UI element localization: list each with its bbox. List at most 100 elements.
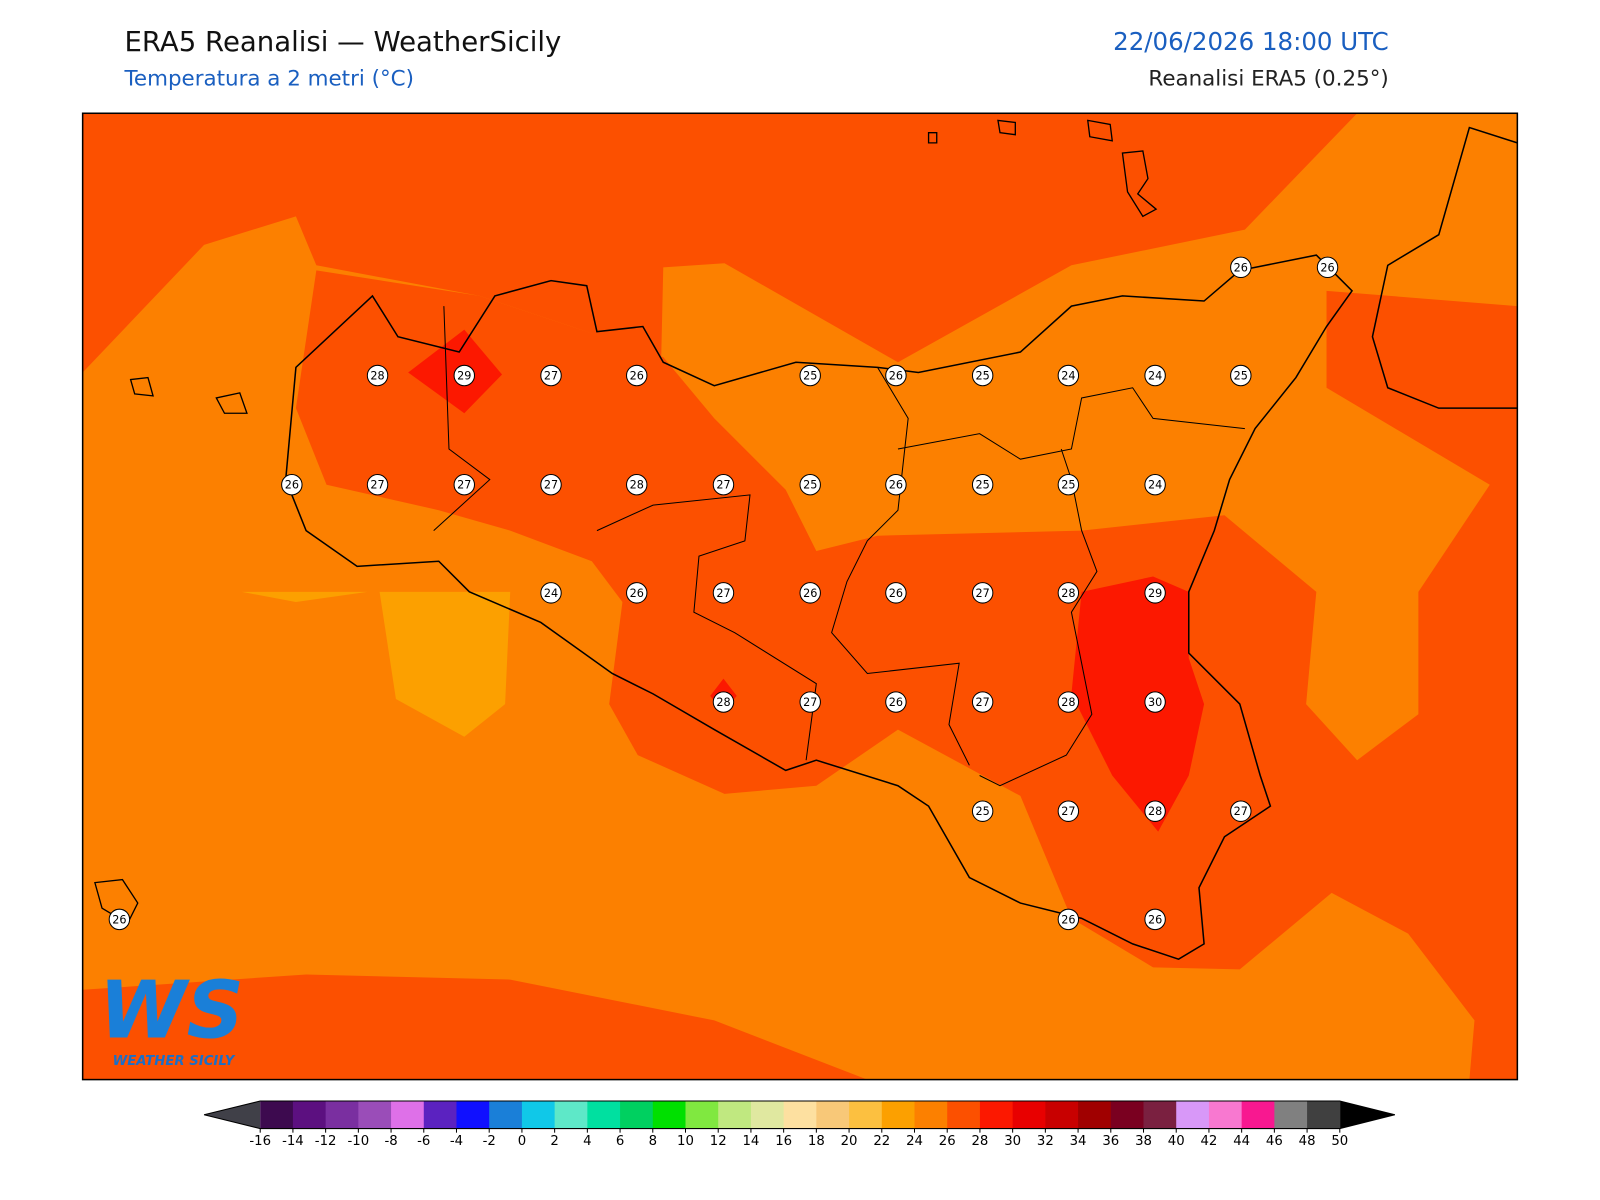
point-marker [281,473,303,496]
colorbar-swatch [358,1101,392,1129]
point-labels: 26 26 28 29 27 26 25 26 25 24 24 25 26 27 27 27 28 27 25 26… [108,256,1339,931]
point-value: 24 [1148,479,1162,492]
point-value: 28 [1061,587,1075,600]
point-marker [453,364,475,387]
point-value: 26 [889,587,903,600]
point-value: 25 [803,479,817,492]
point-value: 24 [544,587,558,600]
point-marker [1230,364,1252,387]
colorbar-swatch [1012,1101,1046,1129]
colorbar-tick-label: 18 [808,1134,825,1149]
point-marker [971,691,994,713]
point-value: 27 [716,587,730,600]
point-marker [453,473,475,496]
point-marker [626,582,648,604]
point-value: 25 [976,479,990,492]
colorbar-swatch [881,1101,916,1129]
point-marker [1144,800,1166,822]
point-value: 26 [1148,913,1162,926]
colorbar-tick-label: 40 [1168,1134,1185,1149]
point-value: 27 [1234,805,1248,818]
point-value: 26 [889,370,903,383]
point-value: 28 [630,479,644,492]
colorbar-swatch [979,1101,1014,1129]
point-value: 28 [1148,805,1162,818]
colorbar-tick-label: 28 [971,1134,988,1149]
colorbar-swatch [489,1101,523,1129]
point-marker [1144,582,1166,604]
point-marker [1057,473,1080,496]
field-22-24 [241,591,368,603]
colorbar-tick-label: -2 [483,1134,496,1149]
point-marker [1057,582,1080,604]
colorbar-tick-label: 4 [583,1134,591,1149]
colorbar-swatch [391,1101,425,1129]
colorbar-swatch [1143,1101,1177,1129]
colorbar-swatch [554,1101,588,1129]
colorbar-tick-label: 50 [1331,1134,1348,1149]
point-marker [1316,256,1339,279]
colorbar-tick-label: -10 [348,1134,370,1149]
colorbar-swatch [1110,1101,1145,1129]
colorbar-tick-label: 38 [1135,1134,1152,1149]
point-value: 27 [803,696,817,709]
colorbar-tick-label: 44 [1233,1134,1250,1149]
point-value: 26 [112,913,126,926]
point-marker [885,473,907,496]
colorbar-tick-label: 20 [841,1134,858,1149]
colorbar-swatch [652,1101,687,1129]
colorbar-swatch [1078,1101,1112,1129]
point-marker [1057,364,1080,387]
colorbar-tick-label: 36 [1102,1134,1119,1149]
colorbar-tick-label: 22 [873,1134,890,1149]
point-value: 28 [1061,696,1075,709]
point-marker [799,364,821,387]
point-value: 29 [457,370,471,383]
point-marker [1144,908,1166,931]
colorbar-swatch [783,1101,817,1129]
colorbar-tick-label: 46 [1266,1134,1283,1149]
colorbar-swatch [620,1101,654,1129]
point-value: 25 [803,370,817,383]
point-marker [1144,473,1166,496]
colorbar-tick-label: 0 [518,1134,526,1149]
colorbar-swatch [1176,1101,1210,1129]
point-value: 24 [1148,370,1162,383]
colorbar-tick-label: 32 [1037,1134,1054,1149]
colorbar-swatch [260,1101,294,1129]
colorbar-swatch [521,1101,556,1129]
colorbar-tick-label: 6 [616,1134,624,1149]
subtitle: Temperatura a 2 metri (°C) [123,67,413,92]
datetime: 22/06/2026 18:00 UTC [1113,27,1389,56]
colorbar-tick-label: -8 [384,1134,397,1149]
point-marker [712,582,735,604]
point-value: 25 [1234,370,1248,383]
point-marker [1057,908,1080,931]
point-value: 27 [976,587,990,600]
point-value: 27 [544,479,558,492]
point-value: 27 [1061,805,1075,818]
point-value: 27 [457,479,471,492]
field-28-30 [1071,576,1205,832]
colorbar-tick-label: 10 [677,1134,694,1149]
coastline [284,254,1354,961]
point-value: 27 [976,696,990,709]
colorbar-swatch [423,1101,458,1129]
colorbar-tick-label: 14 [742,1134,759,1149]
title: ERA5 Reanalisi — WeatherSicily [124,26,561,58]
islands [94,119,1158,925]
colorbar-tick-label: -16 [249,1134,271,1149]
colorbar-tick-label: 26 [939,1134,956,1149]
colorbar-swatch [947,1101,981,1129]
colorbar-tick-label: -6 [417,1134,430,1149]
point-marker [540,364,562,387]
colorbar-tick-label: -14 [282,1134,304,1149]
colorbar-swatch [325,1101,359,1129]
colorbar-swatch [849,1101,883,1129]
colorbar-swatch [750,1101,785,1129]
point-marker [1144,364,1166,387]
point-marker [712,473,735,496]
colorbar-tick-label: 2 [550,1134,558,1149]
